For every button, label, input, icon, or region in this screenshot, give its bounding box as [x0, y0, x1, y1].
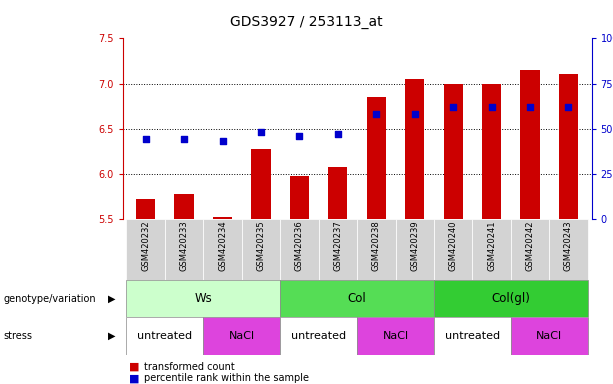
Bar	[204, 219, 242, 280]
Bar	[357, 317, 434, 355]
Text: GDS3927 / 253113_at: GDS3927 / 253113_at	[230, 15, 383, 29]
Bar	[405, 79, 424, 219]
Bar	[520, 70, 539, 219]
Text: NaCl: NaCl	[383, 331, 409, 341]
Point	[563, 104, 573, 110]
Text: untreated: untreated	[291, 331, 346, 341]
Text: GSM420240: GSM420240	[449, 221, 458, 271]
Text: GSM420234: GSM420234	[218, 221, 227, 271]
Bar	[511, 219, 549, 280]
Bar	[434, 317, 511, 355]
Text: ▶: ▶	[109, 331, 116, 341]
Bar	[175, 194, 194, 219]
Bar	[136, 199, 155, 219]
Bar	[126, 317, 204, 355]
Point	[525, 104, 535, 110]
Bar	[319, 219, 357, 280]
Bar	[126, 219, 165, 280]
Text: ■: ■	[129, 373, 139, 383]
Bar	[251, 149, 270, 219]
Text: genotype/variation: genotype/variation	[3, 293, 96, 304]
Point	[256, 129, 266, 135]
Bar	[444, 84, 463, 219]
Bar	[511, 317, 588, 355]
Text: percentile rank within the sample: percentile rank within the sample	[144, 373, 309, 383]
Bar	[357, 219, 395, 280]
Point	[487, 104, 497, 110]
Point	[448, 104, 458, 110]
Point	[141, 136, 151, 142]
Bar	[549, 219, 588, 280]
Text: GSM420239: GSM420239	[410, 221, 419, 271]
Bar	[473, 219, 511, 280]
Point	[179, 136, 189, 142]
Bar	[367, 97, 386, 219]
Text: Col: Col	[348, 292, 367, 305]
Bar	[290, 177, 309, 219]
Point	[218, 138, 227, 144]
Bar	[280, 219, 319, 280]
Text: GSM420237: GSM420237	[333, 221, 342, 271]
Point	[371, 111, 381, 117]
Point	[333, 131, 343, 137]
Bar	[482, 84, 501, 219]
Text: GSM420235: GSM420235	[256, 221, 265, 271]
Text: GSM420236: GSM420236	[295, 221, 304, 271]
Bar	[395, 219, 434, 280]
Text: NaCl: NaCl	[536, 331, 562, 341]
Text: untreated: untreated	[445, 331, 500, 341]
Point	[410, 111, 420, 117]
Bar	[280, 317, 357, 355]
Point	[294, 133, 304, 139]
Bar	[165, 219, 204, 280]
Text: Ws: Ws	[194, 292, 212, 305]
Bar	[204, 317, 280, 355]
Text: GSM420243: GSM420243	[564, 221, 573, 271]
Text: GSM420241: GSM420241	[487, 221, 496, 271]
Bar	[559, 74, 578, 219]
Bar	[242, 219, 280, 280]
Bar	[434, 280, 588, 317]
Text: transformed count: transformed count	[144, 362, 235, 372]
Text: GSM420233: GSM420233	[180, 221, 189, 271]
Text: GSM420238: GSM420238	[372, 221, 381, 271]
Text: NaCl: NaCl	[229, 331, 255, 341]
Bar	[213, 217, 232, 219]
Bar	[126, 280, 280, 317]
Text: Col(gl): Col(gl)	[492, 292, 530, 305]
Text: untreated: untreated	[137, 331, 192, 341]
Bar	[328, 167, 348, 219]
Bar	[280, 280, 434, 317]
Bar	[434, 219, 473, 280]
Text: GSM420232: GSM420232	[141, 221, 150, 271]
Text: GSM420242: GSM420242	[525, 221, 535, 271]
Text: ▶: ▶	[109, 293, 116, 304]
Text: stress: stress	[3, 331, 32, 341]
Text: ■: ■	[129, 362, 139, 372]
